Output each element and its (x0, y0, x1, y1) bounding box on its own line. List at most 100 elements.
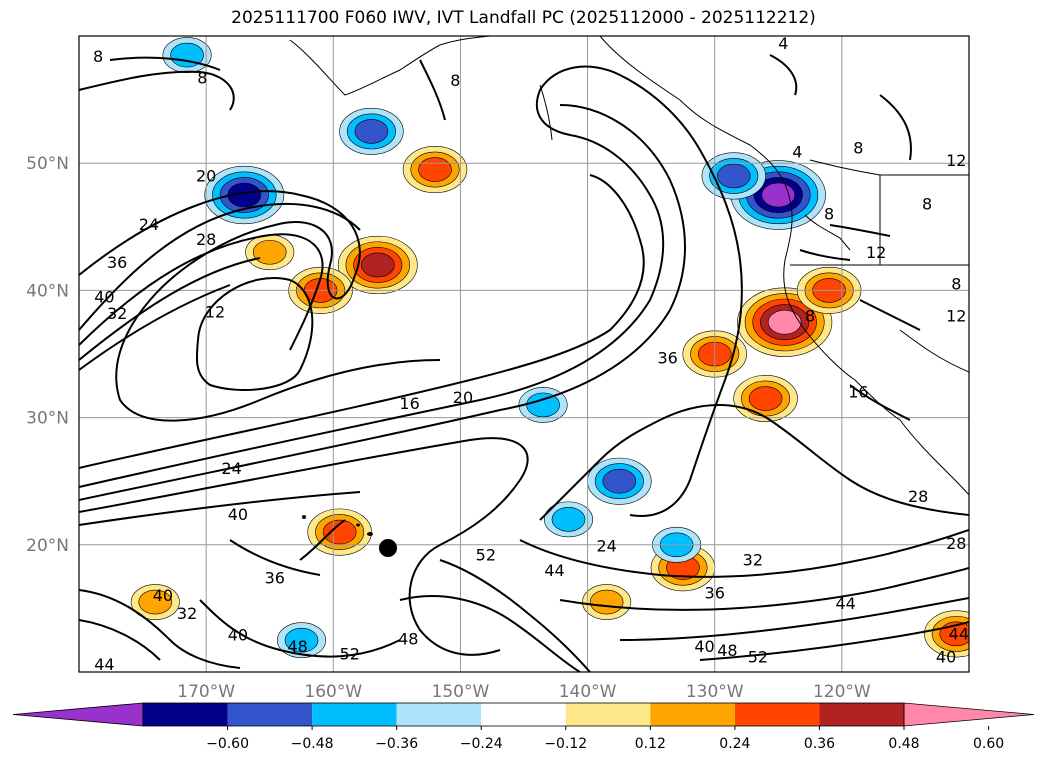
contour-label-21: 44 (94, 655, 114, 674)
colorbar-extend-high (903, 702, 1035, 727)
contour-label-3: 20 (196, 166, 216, 185)
contour-label-33: 28 (946, 534, 966, 553)
contour-label-45: 40 (936, 647, 956, 666)
colorbar-bin-0 (143, 703, 228, 726)
contour-label-12: 24 (221, 459, 241, 478)
contour-label-22: 52 (476, 546, 496, 565)
colorbar-bin-8 (819, 703, 904, 726)
pc-anomaly-21 (276, 622, 326, 659)
contour-label-24: 24 (596, 537, 616, 556)
contour-label-23: 44 (544, 561, 564, 580)
contour-label-11: 20 (453, 388, 473, 407)
contour-label-17: 40 (228, 626, 248, 645)
contour-label-46: 44 (949, 624, 969, 643)
contour-label-2: 8 (450, 71, 460, 90)
plot-frame (78, 35, 970, 673)
colorbar-tick-7: 0.36 (804, 736, 835, 752)
colorbar-tick-6: 0.24 (719, 736, 750, 752)
contour-label-9: 12 (205, 303, 225, 322)
contour-label-16: 32 (177, 604, 197, 623)
pc-anomaly-15 (307, 508, 372, 556)
pc-anomaly-3 (701, 152, 766, 200)
colorbar-tick-1: −0.48 (291, 736, 334, 752)
colorbar: −0.60 −0.48 −0.36 −0.24 −0.12 0.12 0.24 0.36 0.4… (12, 702, 1035, 752)
contour-label-31: 52 (748, 647, 768, 666)
contour-label-14: 36 (265, 568, 285, 587)
contour-label-20: 48 (398, 629, 418, 648)
pc-anomaly-11 (733, 375, 798, 423)
contour-label-43: 8 (951, 275, 961, 294)
contour-label-44: 12 (946, 306, 966, 325)
lon-tick-label-5: 120°W (813, 682, 871, 702)
contour-label-37: 8 (853, 138, 863, 157)
contour-label-1: 8 (197, 69, 207, 88)
contour-label-30: 48 (717, 641, 737, 660)
contour-label-5: 28 (196, 230, 216, 249)
graticule (79, 36, 969, 672)
lat-tick-label-1: 30°N (26, 409, 69, 429)
lon-tick-label-0: 170°W (177, 682, 235, 702)
pc-anomaly-18 (652, 526, 702, 563)
contour-label-41: 12 (866, 243, 886, 262)
chart-title: 2025111700 F060 IWV, IVT Landfall PC (20… (231, 8, 816, 28)
contour-label-25: 36 (657, 348, 677, 367)
contour-label-36: 4 (792, 142, 802, 161)
contour-label-10: 16 (399, 394, 419, 413)
contour-label-6: 36 (107, 253, 127, 272)
contour-label-26: 32 (743, 551, 763, 570)
colorbar-bin-5 (565, 703, 651, 726)
pc-anomaly-16 (924, 610, 969, 658)
lon-tick-label-1: 160°W (304, 682, 362, 702)
colorbar-bin-6 (650, 703, 735, 726)
colorbar-bin-4 (481, 703, 566, 726)
lat-tick-label-0: 20°N (26, 536, 69, 556)
contour-label-34: 16 (848, 383, 868, 402)
colorbar-bin-3 (396, 703, 482, 726)
lon-tick-label-2: 150°W (432, 682, 490, 702)
lat-tick-label-2: 40°N (26, 281, 69, 301)
contour-label-8: 32 (107, 304, 127, 323)
colorbar-bin-7 (734, 703, 820, 726)
colorbar-bin-2 (312, 703, 397, 726)
contour-label-4: 24 (139, 215, 159, 234)
colorbar-tick-4: −0.12 (544, 736, 587, 752)
contour-label-0: 8 (93, 47, 103, 66)
pc-anomaly-14 (582, 584, 632, 620)
colorbar-extend-low (12, 702, 144, 727)
coastline (289, 36, 969, 496)
colorbar-tick-9: 0.60 (973, 736, 1004, 752)
pc-anomaly-6 (402, 146, 468, 194)
contour-label-38: 12 (946, 151, 966, 170)
pc-anomaly-5 (337, 235, 418, 295)
contour-label-19: 52 (340, 645, 360, 664)
longitude-labels: 170°W 160°W 150°W 140°W 130°W 120°W (177, 682, 871, 702)
contour-label-29: 40 (694, 637, 714, 656)
contour-label-27: 36 (705, 584, 725, 603)
contour-label-13: 40 (228, 505, 248, 524)
lat-tick-label-3: 50°N (26, 154, 69, 174)
colorbar-tick-3: −0.24 (460, 736, 503, 752)
pc-anomaly-19 (543, 501, 593, 538)
lon-tick-label-3: 140°W (559, 682, 617, 702)
northern-contours (79, 54, 912, 161)
colorbar-tick-0: −0.60 (206, 736, 249, 752)
contour-label-39: 8 (824, 205, 834, 224)
contour-label-7: 40 (94, 287, 114, 306)
contour-label-42: 8 (805, 306, 815, 325)
contour-label-28: 44 (835, 594, 855, 613)
contour-label-18: 48 (288, 637, 308, 656)
pc-anomaly-4 (587, 457, 652, 505)
pc-anomaly-0 (204, 165, 285, 225)
colorbar-tick-8: 0.48 (888, 736, 919, 752)
latitude-labels: 20°N 30°N 40°N 50°N (26, 154, 69, 556)
contour-label-40: 8 (922, 194, 932, 213)
contour-label-32: 28 (908, 487, 928, 506)
pc-anomaly-20 (162, 37, 212, 73)
contour-label-35: 4 (778, 34, 788, 53)
pc-anomaly-7 (245, 234, 295, 271)
lon-tick-label-4: 130°W (686, 682, 744, 702)
colorbar-bin-1 (227, 703, 313, 726)
colorbar-tick-5: 0.12 (635, 736, 666, 752)
